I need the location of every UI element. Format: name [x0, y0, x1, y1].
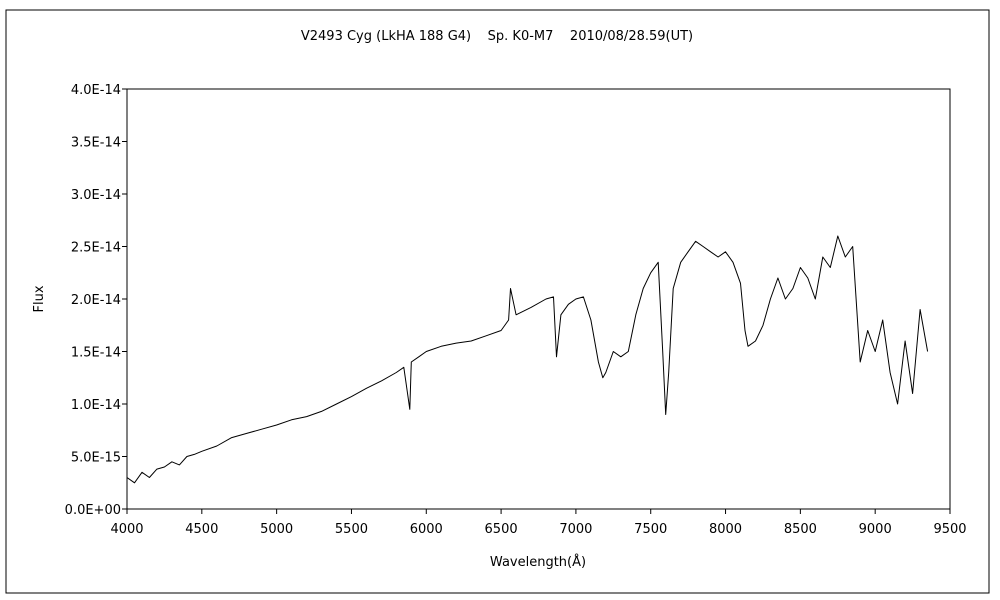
- x-tick-label: 6000: [410, 522, 443, 537]
- y-tick-label: 2.0E-14: [71, 293, 121, 308]
- chart-title: V2493 Cyg (LkHA 188 G4) Sp. K0-M7 2010/0…: [301, 29, 693, 44]
- x-tick-label: 4500: [185, 522, 218, 537]
- y-axis-ticks: 0.0E+00 5.0E-15 1.0E-14 1.5E-14 2.0E-14 2.5E-…: [65, 83, 127, 518]
- x-tick-label: 8000: [709, 522, 742, 537]
- x-tick-label: 7000: [559, 522, 592, 537]
- x-tick-label: 5000: [260, 522, 293, 537]
- spectrum-line: [126, 235, 929, 484]
- x-tick-label: 5500: [335, 522, 368, 537]
- y-tick-label: 0.0E+00: [65, 503, 121, 518]
- x-axis-ticks: 4000 4500 5000 5500 6000 6500 7000 7500 8000 8500…: [110, 509, 967, 537]
- y-tick-label: 3.5E-14: [71, 136, 121, 151]
- y-tick-label: 1.5E-14: [71, 346, 121, 361]
- series-group: [126, 235, 929, 484]
- y-tick-label: 4.0E-14: [71, 83, 121, 98]
- y-axis-title: Flux: [32, 285, 47, 312]
- x-tick-label: 9000: [859, 522, 892, 537]
- x-tick-label: 6500: [485, 522, 518, 537]
- x-tick-label: 8500: [784, 522, 817, 537]
- plot-area: [126, 88, 951, 510]
- y-tick-label: 5.0E-15: [71, 451, 121, 466]
- y-tick-label: 2.5E-14: [71, 241, 121, 256]
- x-tick-label: 4000: [110, 522, 143, 537]
- y-tick-label: 1.0E-14: [71, 398, 121, 413]
- x-tick-label: 9500: [933, 522, 966, 537]
- y-tick-label: 3.0E-14: [71, 188, 121, 203]
- x-axis-title: Wavelength(Å): [490, 554, 586, 570]
- x-tick-label: 7500: [634, 522, 667, 537]
